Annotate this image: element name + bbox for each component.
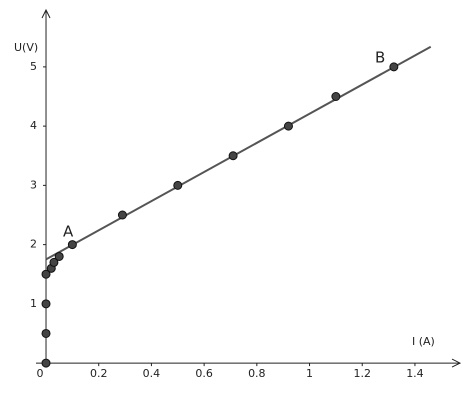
data-point [49,257,59,267]
data-point [173,180,183,190]
data-point [67,240,77,250]
y-tick-label: 1 [30,297,37,310]
fit-line [45,45,432,261]
data-point [228,151,238,161]
data-point [41,358,51,368]
annotation: B [375,49,385,67]
x-tick-label: 0 [37,367,44,380]
x-tick-label: 1.4 [406,367,424,380]
y-axis-arrow [41,8,51,19]
y-tick-label: 2 [30,238,37,251]
x-axis-arrow [451,358,462,368]
y-tick-label: 3 [30,178,37,191]
x-tick-label: 0.8 [248,367,266,380]
y-axis-label: U(V) [14,41,38,54]
data-point [283,121,293,131]
y-tick-label: 4 [30,119,37,132]
data-point [41,328,51,338]
data-point [41,269,51,279]
x-tick-label: 0.2 [90,367,108,380]
data-point [54,251,64,261]
x-tick-label: 0.6 [195,367,213,380]
y-tick-label: 5 [30,60,37,73]
annotation: A [63,223,74,241]
data-point [331,92,341,102]
data-point [389,62,399,72]
x-tick-label: 0.4 [143,367,161,380]
x-axis-label: I (A) [412,335,435,348]
data-point [41,299,51,309]
data-point [117,210,127,220]
x-tick-label: 1 [306,367,313,380]
x-tick-label: 1.2 [353,367,371,380]
